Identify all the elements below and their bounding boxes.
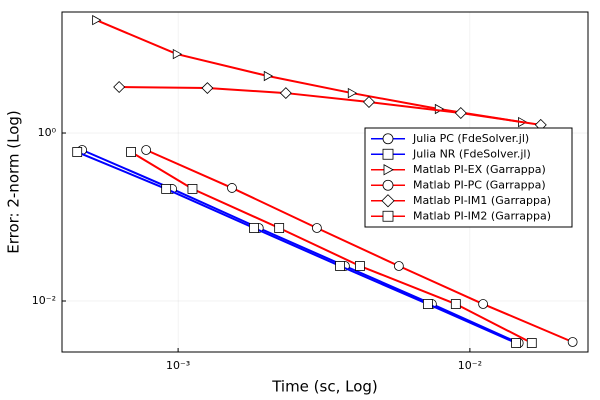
marker	[423, 299, 433, 309]
legend-label: Matlab PI-IM2 (Garrappa)	[413, 209, 551, 222]
marker	[381, 194, 395, 208]
series-line	[145, 149, 574, 343]
marker	[274, 223, 285, 233]
marker	[161, 184, 172, 194]
marker	[526, 338, 537, 348]
y-tick-label: 10⁻²	[32, 294, 56, 307]
marker	[279, 87, 292, 100]
series-line	[130, 151, 533, 344]
marker	[335, 261, 345, 271]
marker	[383, 164, 394, 176]
marker	[511, 338, 521, 348]
marker	[187, 184, 198, 194]
marker	[363, 96, 375, 108]
series-line	[81, 149, 520, 344]
marker	[382, 148, 394, 160]
marker	[92, 14, 102, 26]
marker	[382, 210, 394, 222]
marker	[393, 261, 404, 271]
legend-label: Matlab PI-PC (Garrappa)	[413, 178, 546, 191]
x-axis-label: Time (sc, Log)	[271, 378, 378, 396]
marker	[347, 87, 358, 99]
marker	[126, 147, 136, 157]
y-tick-label: 10⁰	[38, 126, 57, 139]
marker	[382, 133, 394, 145]
marker	[72, 147, 83, 157]
plot-frame	[61, 11, 589, 353]
marker	[172, 48, 183, 60]
marker	[263, 70, 274, 82]
series-line	[95, 19, 523, 124]
y-axis-label: Error: 2-norm (Log)	[5, 110, 23, 254]
marker	[434, 103, 445, 115]
marker	[113, 81, 126, 93]
legend-label: Julia NR (FdeSolver.jl)	[412, 147, 531, 160]
marker	[454, 107, 467, 119]
marker	[567, 337, 578, 347]
x-tick-label: 10⁻³	[166, 359, 190, 372]
legend-box	[364, 127, 573, 228]
marker	[311, 223, 322, 233]
marker	[355, 261, 365, 271]
legend-label: Matlab PI-EX (Garrappa)	[413, 163, 546, 176]
marker	[249, 223, 259, 233]
legend-label: Matlab PI-IM1 (Garrappa)	[413, 194, 551, 207]
legend-label: Julia PC (FdeSolver.jl)	[412, 132, 529, 145]
marker	[201, 82, 214, 95]
marker	[450, 299, 461, 309]
marker	[141, 145, 152, 155]
x-tick-label: 10⁻²	[458, 359, 482, 372]
marker	[382, 179, 394, 191]
series-line	[119, 86, 541, 126]
marker	[227, 183, 237, 193]
series-line	[76, 151, 517, 344]
marker	[478, 299, 489, 309]
